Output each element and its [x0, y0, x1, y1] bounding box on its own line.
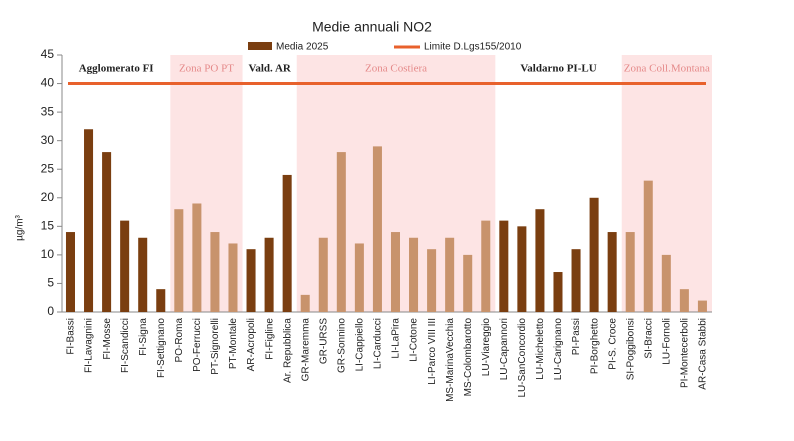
y-tick-label: 40 [41, 76, 55, 90]
bar [409, 237, 419, 312]
y-tick-label: 35 [41, 104, 55, 118]
x-tick-label: FI-Settignano [156, 318, 167, 378]
x-tick-label: LI-Cotone [409, 318, 420, 362]
y-tick-label: 10 [41, 247, 55, 261]
x-tick-label: LI-Cappiello [355, 318, 366, 372]
x-tick-label: PO-Roma [174, 318, 185, 363]
y-tick-label: 15 [41, 219, 55, 233]
y-axis-label: µg/m³ [15, 214, 26, 240]
bar [120, 220, 130, 312]
bar [192, 203, 202, 312]
bar [535, 209, 545, 312]
x-tick-label: GR-URSS [318, 318, 329, 364]
bar [138, 237, 148, 312]
bar [445, 237, 455, 312]
bar [372, 146, 382, 312]
legend-label: Limite D.Lgs155/2010 [424, 42, 522, 53]
x-tick-label: PT-Montale [228, 318, 239, 370]
x-tick-label: FI-Mosse [102, 318, 113, 360]
bar [427, 249, 437, 312]
x-tick-label: PI-Borghetto [589, 318, 600, 375]
x-tick-label: LI-Parco VIII III [427, 318, 438, 385]
bar [174, 209, 184, 312]
x-tick-label: MS-MarinaVecchia [445, 318, 456, 402]
y-tick-label: 20 [41, 190, 55, 204]
zone-label: Valdarno PI-LU [520, 63, 596, 75]
bar [354, 243, 364, 312]
y-tick-label: 0 [47, 304, 54, 318]
bar [481, 220, 491, 312]
x-tick-label: PT-Signorelli [210, 318, 221, 375]
legend-label: Media 2025 [276, 42, 329, 53]
x-tick-label: FI-Scandicci [120, 318, 131, 373]
bar [517, 226, 527, 312]
bar [246, 249, 256, 312]
x-tick-label: PI-Montecerboli [680, 318, 691, 388]
x-tick-label: LU-Micheletto [535, 318, 546, 380]
x-tick-label: SI-Poggibonsi [625, 318, 636, 380]
y-tick-label: 45 [41, 47, 55, 61]
bar [282, 174, 292, 312]
bar [390, 232, 400, 312]
x-tick-label: AR-Casa Stabbi [698, 318, 709, 390]
bar [102, 152, 112, 312]
x-tick-label: PO-Ferrucci [192, 318, 203, 372]
bar [625, 232, 635, 312]
x-tick-label: FI-Bassi [66, 318, 77, 355]
bar [553, 272, 563, 312]
zone-label: Zona PO PT [179, 63, 234, 75]
y-tick-label: 25 [41, 161, 55, 175]
x-tick-label: FI-Signa [138, 318, 149, 356]
zone-label: Zona Coll.Montana [624, 63, 710, 75]
x-tick-label: Ar. Repubblica [282, 318, 293, 383]
x-tick-label: LU-Fornoli [662, 318, 673, 365]
bar [697, 300, 707, 312]
bar [318, 237, 328, 312]
x-tick-label: LU-SanConcordio [517, 318, 528, 398]
bar [84, 129, 94, 312]
bar [643, 180, 653, 312]
legend-swatch [248, 42, 272, 50]
x-tick-label: LU-Carignano [553, 318, 564, 381]
bar [65, 232, 75, 312]
zone-label: Zona Costiera [365, 63, 427, 75]
y-tick-label: 30 [41, 133, 55, 147]
bar [679, 289, 689, 312]
bar [607, 232, 617, 312]
x-tick-label: LI-LaPira [391, 318, 402, 359]
x-tick-label: MS-Colombarotto [463, 318, 474, 397]
x-tick-label: FI-Lavagnini [84, 318, 95, 373]
x-tick-label: SI-Bracci [643, 318, 654, 359]
x-tick-label: LU-Capannori [499, 318, 510, 380]
bar [571, 249, 581, 312]
y-tick-label: 5 [47, 276, 54, 290]
bar [336, 152, 346, 312]
bar [589, 197, 599, 312]
x-tick-label: FI-Figline [264, 318, 275, 360]
bar [228, 243, 238, 312]
bar [156, 289, 166, 312]
x-tick-label: PI-S. Croce [607, 318, 618, 370]
bar [300, 294, 310, 312]
zone-label: Agglomerato FI [79, 63, 154, 75]
bar [661, 254, 671, 312]
x-tick-label: PI-Passi [571, 318, 582, 355]
zone-label: Vald. AR [248, 63, 291, 75]
bar [210, 232, 220, 312]
x-tick-label: GR-Sonnino [337, 318, 348, 373]
bar [499, 220, 509, 312]
x-tick-label: LI-Carducci [373, 318, 384, 369]
bar [463, 254, 473, 312]
x-tick-label: GR-Maremma [300, 318, 311, 382]
x-tick-label: AR-Acropoli [246, 318, 257, 371]
chart-title: Medie annuali NO2 [312, 19, 432, 35]
x-tick-label: LU-Viareggio [481, 318, 492, 377]
bar [264, 237, 274, 312]
